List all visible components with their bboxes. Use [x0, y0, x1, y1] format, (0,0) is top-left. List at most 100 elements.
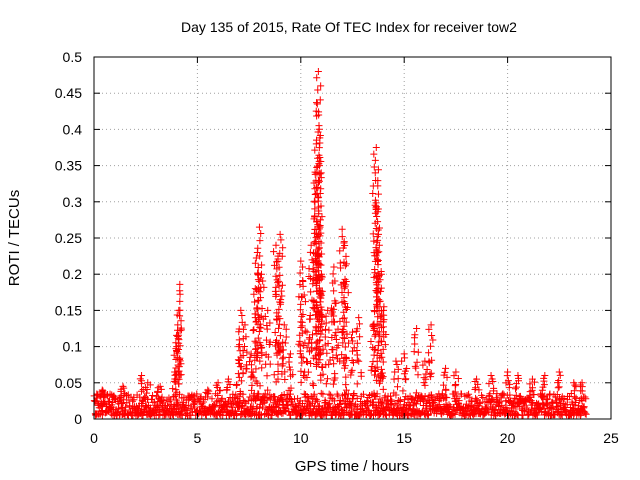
- data-point: [373, 363, 381, 371]
- data-point: [374, 190, 382, 198]
- data-point: [118, 399, 126, 407]
- data-point: [367, 337, 375, 345]
- data-point: [305, 265, 313, 273]
- data-point: [317, 174, 325, 182]
- data-point: [271, 287, 279, 295]
- data-point: [278, 370, 286, 378]
- data-point: [349, 347, 357, 355]
- data-point: [316, 337, 324, 345]
- data-point: [296, 347, 304, 355]
- data-point: [411, 340, 419, 348]
- data-point: [394, 383, 402, 391]
- data-point: [316, 132, 324, 140]
- data-point: [332, 299, 340, 307]
- data-point: [315, 276, 323, 284]
- data-point: [218, 394, 226, 402]
- data-point: [338, 233, 346, 241]
- data-point: [223, 386, 231, 394]
- data-point: [237, 306, 245, 314]
- data-point: [310, 305, 318, 313]
- data-point: [250, 326, 258, 334]
- chart-title: Day 135 of 2015, Rate Of TEC Index for r…: [181, 19, 517, 35]
- data-point: [372, 224, 380, 232]
- data-point: [301, 373, 309, 381]
- data-point: [375, 241, 383, 249]
- data-point: [317, 239, 325, 247]
- data-point: [274, 279, 282, 287]
- data-point: [251, 356, 259, 364]
- data-point: [369, 230, 377, 238]
- data-point: [266, 360, 274, 368]
- data-point: [158, 393, 166, 401]
- data-point: [261, 390, 269, 398]
- data-point: [533, 411, 541, 419]
- data-point: [421, 381, 429, 389]
- data-point: [173, 376, 181, 384]
- data-point: [344, 394, 352, 402]
- data-point: [255, 223, 263, 231]
- data-point: [311, 205, 319, 213]
- data-point: [257, 341, 265, 349]
- data-point: [411, 362, 419, 370]
- data-point: [370, 150, 378, 158]
- data-point: [375, 379, 383, 387]
- data-point: [258, 349, 266, 357]
- data-point: [428, 391, 436, 399]
- data-point: [374, 166, 382, 174]
- data-point: [317, 270, 325, 278]
- data-point: [136, 375, 144, 383]
- data-point: [301, 327, 309, 335]
- data-point: [315, 144, 323, 152]
- data-point: [349, 337, 357, 345]
- data-point: [188, 405, 196, 413]
- data-point: [241, 398, 249, 406]
- data-point: [256, 382, 264, 390]
- data-point: [169, 385, 177, 393]
- data-point: [286, 390, 294, 398]
- data-point: [318, 326, 326, 334]
- data-point: [306, 400, 314, 408]
- data-point: [261, 313, 269, 321]
- data-point: [442, 386, 450, 394]
- data-point: [173, 388, 181, 396]
- data-point: [154, 388, 162, 396]
- data-point: [183, 406, 191, 414]
- data-point: [264, 386, 272, 394]
- data-point: [236, 388, 244, 396]
- data-point: [298, 359, 306, 367]
- data-point: [315, 244, 323, 252]
- data-point: [412, 364, 420, 372]
- data-point: [299, 311, 307, 319]
- data-point: [393, 401, 401, 409]
- data-point: [371, 169, 379, 177]
- data-point: [422, 375, 430, 383]
- data-point: [306, 248, 314, 256]
- data-point: [539, 383, 547, 391]
- data-point: [258, 411, 266, 419]
- data-point: [262, 336, 270, 344]
- data-point: [273, 258, 281, 266]
- data-point: [374, 218, 382, 226]
- data-point: [264, 306, 272, 314]
- data-point: [380, 306, 388, 314]
- data-point: [298, 318, 306, 326]
- data-point: [311, 146, 319, 154]
- data-point: [342, 373, 350, 381]
- data-point: [318, 364, 326, 372]
- data-point: [497, 394, 505, 402]
- x-tick-label: 0: [90, 430, 98, 446]
- data-point: [572, 383, 580, 391]
- data-point: [256, 357, 264, 365]
- data-point: [373, 255, 381, 263]
- data-point: [443, 373, 451, 381]
- data-point: [325, 326, 333, 334]
- data-point: [370, 237, 378, 245]
- data-point: [465, 390, 473, 398]
- data-point: [235, 359, 243, 367]
- data-point: [379, 398, 387, 406]
- data-point: [264, 353, 272, 361]
- data-point: [314, 397, 322, 405]
- data-point: [315, 315, 323, 323]
- data-point: [337, 264, 345, 272]
- data-point: [374, 261, 382, 269]
